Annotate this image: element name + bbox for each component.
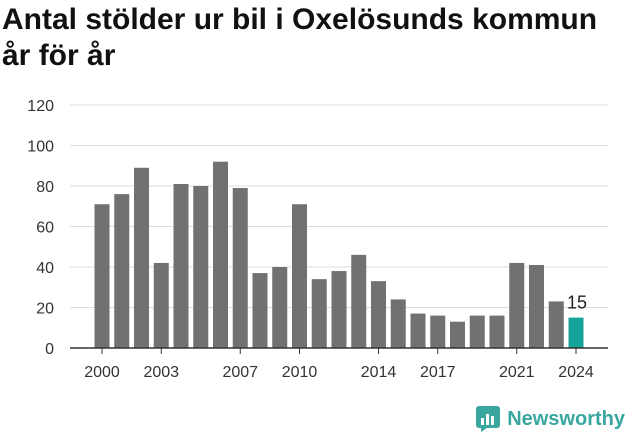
y-tick-label: 0 — [45, 341, 54, 358]
x-tick-label: 2024 — [558, 364, 594, 381]
bar-2001 — [114, 194, 130, 348]
brand-logo[interactable]: Newsworthy — [475, 405, 625, 433]
bar-2006 — [213, 161, 228, 348]
bar-2013 — [351, 254, 367, 348]
bars — [94, 161, 584, 348]
x-tick-label: 2014 — [361, 364, 397, 381]
bar-2018 — [450, 321, 465, 348]
y-tick-label: 80 — [36, 179, 54, 196]
newsworthy-logo-icon — [476, 406, 501, 432]
bar-2011 — [311, 279, 327, 348]
x-tick-label: 2017 — [420, 364, 456, 381]
y-tick-label: 100 — [27, 139, 54, 156]
bar-2021 — [509, 262, 525, 348]
bar-2003 — [153, 262, 169, 348]
x-tick-label: 2007 — [222, 364, 258, 381]
x-tick-label: 2021 — [499, 364, 535, 381]
bar-2004 — [173, 183, 189, 348]
x-axis-ticks: 2000 2003 2007 2010 2014 2017 2021 2024 — [84, 348, 594, 381]
y-tick-label: 60 — [36, 220, 54, 237]
y-tick-label: 120 — [27, 98, 54, 115]
y-axis-ticks: 0 20 40 60 80 100 120 — [27, 98, 54, 358]
data-label-2024: 15 — [567, 293, 587, 313]
bar-2009 — [272, 267, 288, 348]
bar-2005 — [193, 186, 209, 348]
bar-2000 — [94, 204, 110, 348]
x-tick-label: 2003 — [143, 364, 179, 381]
x-tick-label: 2010 — [282, 364, 318, 381]
x-tick-label: 2000 — [84, 364, 120, 381]
bar-2008 — [252, 273, 268, 348]
bar-2020 — [489, 315, 505, 348]
bar-2010 — [292, 204, 307, 348]
bar-2017 — [430, 315, 446, 348]
bar-2019 — [469, 315, 485, 348]
y-tick-label: 20 — [36, 301, 54, 318]
bar-2016 — [410, 313, 426, 348]
bar-2007 — [232, 188, 248, 348]
bar-2014 — [371, 281, 386, 348]
brand-name: Newsworthy — [507, 407, 625, 430]
y-tick-label: 40 — [36, 260, 54, 277]
bar-2024 — [568, 317, 584, 348]
chart-title: Antal stölder ur bil i Oxelösunds kommun… — [2, 3, 598, 72]
bar-2002 — [134, 167, 149, 348]
bar-2012 — [331, 271, 347, 348]
bar-2022 — [529, 264, 544, 348]
bar-2023 — [548, 301, 564, 348]
data-labels: 15 — [567, 293, 587, 313]
bar-2015 — [390, 299, 406, 348]
